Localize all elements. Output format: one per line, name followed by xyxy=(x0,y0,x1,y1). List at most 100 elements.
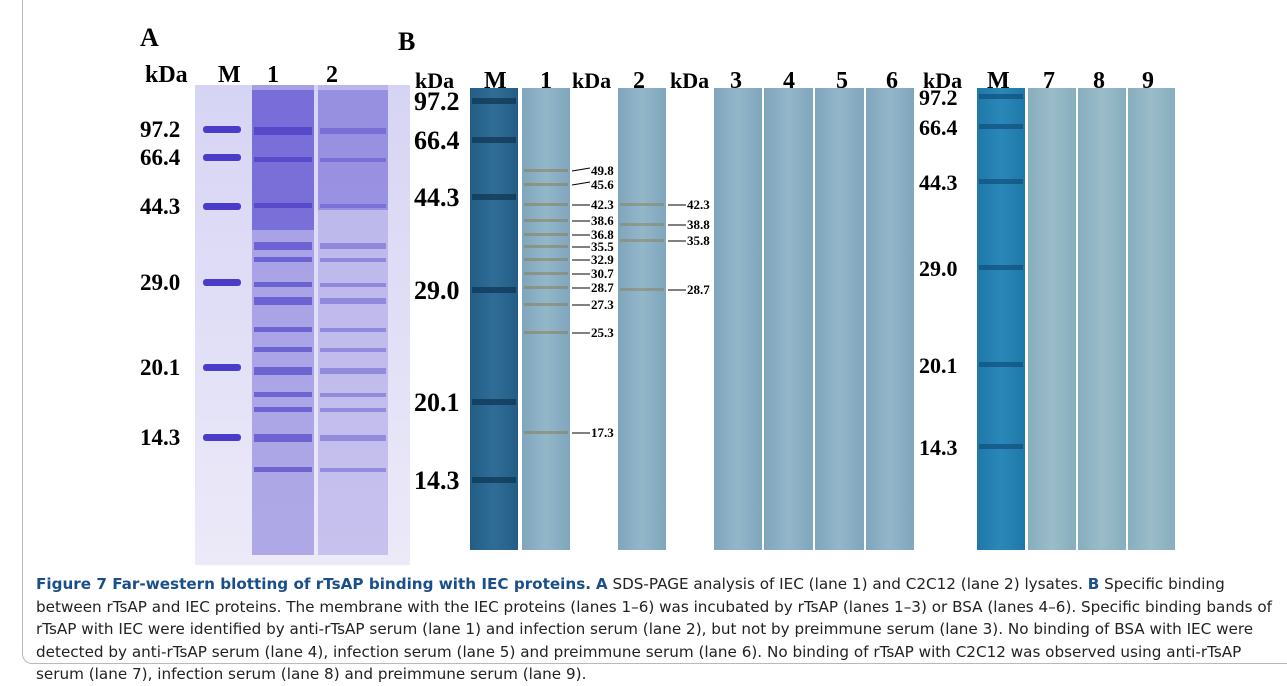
band xyxy=(524,286,568,289)
marker-label: 44.3 xyxy=(140,194,180,219)
lane-header: 7 xyxy=(1043,68,1055,94)
sample-band xyxy=(254,434,312,442)
marker-band xyxy=(979,94,1023,99)
sample-band xyxy=(254,242,312,250)
marker-band xyxy=(472,98,516,104)
panel-label: B xyxy=(398,27,415,56)
band xyxy=(524,258,568,261)
lane-header: 4 xyxy=(783,68,795,94)
sample-band xyxy=(254,347,312,352)
band xyxy=(524,183,568,186)
sample-band xyxy=(254,297,312,305)
sample-band xyxy=(320,258,386,262)
band-label: 45.6 xyxy=(591,177,614,192)
caption-label: A xyxy=(595,575,608,593)
sample-band xyxy=(254,127,312,135)
lane-header: kDa xyxy=(923,68,962,93)
marker-label: 97.2 xyxy=(919,85,958,110)
lane-header: 1 xyxy=(267,62,279,88)
sample-band xyxy=(320,243,386,249)
marker-band xyxy=(979,179,1023,184)
marker-band xyxy=(979,444,1023,449)
band xyxy=(620,223,664,226)
band xyxy=(524,233,568,236)
marker-label: 66.4 xyxy=(919,115,958,140)
marker-band xyxy=(472,399,516,405)
marker-band xyxy=(979,124,1023,129)
band-label: 17.3 xyxy=(591,425,614,440)
band-label: 36.8 xyxy=(591,227,614,242)
band xyxy=(524,431,568,434)
sample-band xyxy=(320,393,386,397)
marker-band xyxy=(203,434,241,441)
sample-band xyxy=(254,327,312,332)
band-label: 32.9 xyxy=(591,252,614,267)
lane-header: kDa xyxy=(415,68,454,93)
sample-band xyxy=(254,467,312,472)
marker-label: 14.3 xyxy=(414,466,460,495)
marker-label: 29.0 xyxy=(140,270,180,295)
figure-frame xyxy=(22,0,1287,664)
band xyxy=(620,203,664,206)
lane-header: M xyxy=(218,62,241,88)
band-label: 38.6 xyxy=(591,213,614,228)
caption-title: Figure 7 Far-western blotting of rTsAP b… xyxy=(36,575,592,593)
band-pointer xyxy=(571,181,591,186)
lane-header: 3 xyxy=(730,68,742,94)
lane-header: 9 xyxy=(1142,68,1154,94)
marker-band xyxy=(203,279,241,286)
marker-label: 20.1 xyxy=(414,388,460,417)
marker-band xyxy=(472,477,516,483)
marker-band xyxy=(203,126,241,133)
sample-band xyxy=(320,468,386,472)
gel-b xyxy=(470,88,1175,550)
band-pointer xyxy=(571,167,591,172)
band-label: 42.3 xyxy=(591,197,614,212)
sample-band xyxy=(320,128,386,134)
marker-label: 14.3 xyxy=(140,425,180,450)
band-label: 42.3 xyxy=(687,197,710,212)
band xyxy=(524,169,568,172)
sample-band xyxy=(320,368,386,374)
panel-label: A xyxy=(140,23,159,52)
band xyxy=(620,288,664,291)
sample-band xyxy=(254,282,312,287)
lane-header: 5 xyxy=(836,68,848,94)
band xyxy=(524,245,568,248)
marker-label: 14.3 xyxy=(919,435,958,460)
band-label: 49.8 xyxy=(591,163,614,178)
marker-band xyxy=(472,194,516,200)
lane-header: kDa xyxy=(572,68,611,93)
band xyxy=(524,203,568,206)
marker-label: 44.3 xyxy=(919,170,958,195)
marker-band xyxy=(203,154,241,161)
band-label: 27.3 xyxy=(591,297,614,312)
lane-header: 1 xyxy=(540,68,552,94)
sample-band xyxy=(320,408,386,412)
gel-a xyxy=(195,85,410,565)
sample-band xyxy=(320,348,386,352)
sample-band xyxy=(254,407,312,412)
sample-band xyxy=(254,257,312,262)
lane-header: 2 xyxy=(633,68,645,94)
marker-label: 20.1 xyxy=(140,355,180,380)
sample-band xyxy=(254,367,312,375)
sample-band xyxy=(254,203,312,208)
sample-band xyxy=(254,392,312,397)
marker-band xyxy=(472,137,516,143)
sample-band xyxy=(320,435,386,441)
caption-text: SDS-PAGE analysis of IEC (lane 1) and C2… xyxy=(612,575,1083,593)
band-label: 38.8 xyxy=(687,217,710,232)
lane-header: M xyxy=(987,68,1010,94)
marker-label: 29.0 xyxy=(414,276,460,305)
sample-band xyxy=(254,157,312,162)
marker-label: 29.0 xyxy=(919,256,958,281)
lane-header: kDa xyxy=(670,68,709,93)
marker-band xyxy=(472,287,516,293)
sample-band xyxy=(320,328,386,332)
band-label: 28.7 xyxy=(591,280,614,295)
marker-label: 44.3 xyxy=(414,183,460,212)
band-label: 28.7 xyxy=(687,282,710,297)
